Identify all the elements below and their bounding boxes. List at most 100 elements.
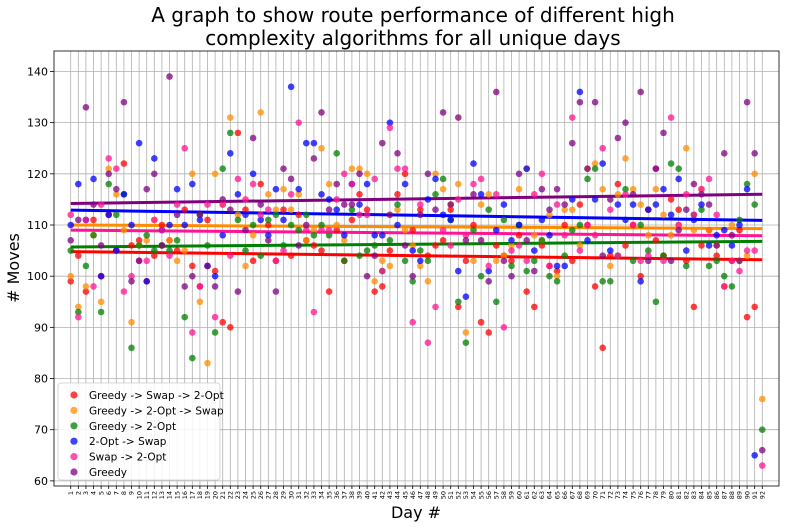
- point-s2-day-92: [758, 426, 766, 434]
- point-s3-day-20: [211, 272, 219, 280]
- point-s4-day-17: [189, 329, 196, 336]
- point-s0-day-55: [477, 318, 485, 326]
- x-tick-label-12: 13: [158, 491, 166, 499]
- point-s5-day-71: [599, 252, 606, 260]
- point-s3-day-29: [280, 216, 287, 224]
- point-s1-day-11: [143, 237, 151, 244]
- point-s3-day-78: [652, 201, 660, 208]
- x-tick-label-2: 3: [82, 491, 90, 495]
- point-s4-day-21: [219, 201, 227, 208]
- trend-line-s2: [70, 239, 763, 249]
- point-s2-day-12: [151, 247, 158, 254]
- x-tick-label-37: 38: [348, 491, 356, 499]
- point-s3-day-41: [371, 231, 379, 239]
- point-s2-day-29: [280, 242, 287, 249]
- legend-marker-3: [70, 437, 78, 445]
- point-s4-day-47: [416, 201, 424, 208]
- point-s5-day-73: [614, 134, 622, 142]
- point-s5-day-51: [447, 201, 454, 208]
- point-s5-day-91: [751, 150, 758, 157]
- point-s3-day-89: [736, 221, 743, 229]
- point-s4-day-57: [492, 190, 500, 198]
- point-s4-day-83: [690, 211, 698, 219]
- point-s3-day-5: [97, 272, 105, 280]
- point-s1-day-65: [553, 272, 561, 280]
- point-s4-day-4: [90, 283, 97, 290]
- point-s3-day-32: [303, 139, 310, 147]
- point-s3-day-58: [500, 201, 508, 208]
- point-s4-day-41: [371, 175, 379, 183]
- trend-line-s5: [70, 192, 763, 206]
- point-s1-day-68: [576, 242, 584, 249]
- point-s4-day-68: [576, 247, 584, 254]
- point-s2-day-77: [644, 247, 652, 254]
- x-tick-label-8: 9: [128, 491, 136, 495]
- x-tick-label-20: 21: [219, 491, 227, 499]
- x-tick-label-87: 88: [728, 491, 736, 499]
- point-s4-day-55: [477, 175, 485, 183]
- point-s4-day-87: [720, 283, 728, 290]
- x-tick-label-62: 63: [538, 491, 546, 499]
- x-tick-label-44: 45: [401, 491, 409, 499]
- point-s1-day-71: [599, 185, 606, 193]
- point-s2-day-82: [682, 262, 690, 270]
- point-s2-day-27: [265, 216, 272, 224]
- x-axis-ticks: 1 2 3 4 5 6 7 8 9 10 11 12 13 14 15 16 17 18 19 20 21 22 23 24 2…: [67, 486, 766, 499]
- point-s5-day-67: [568, 139, 576, 147]
- point-s4-day-61: [523, 257, 530, 265]
- x-tick-label-53: 54: [470, 491, 478, 499]
- point-s0-day-33: [310, 242, 318, 249]
- point-s2-day-35: [325, 231, 333, 239]
- point-s3-day-62: [530, 247, 538, 254]
- point-s1-day-38: [348, 165, 356, 173]
- point-s3-day-81: [675, 175, 682, 183]
- point-s0-day-15: [173, 247, 181, 254]
- point-s2-day-86: [713, 257, 720, 265]
- point-s2-day-55: [477, 272, 485, 280]
- point-s3-day-51: [447, 216, 454, 224]
- y-tick-label-6: 120: [27, 168, 48, 181]
- point-s2-day-36: [333, 150, 341, 157]
- point-s4-day-90: [743, 247, 751, 254]
- point-s4-day-29: [280, 247, 287, 254]
- point-s3-day-79: [660, 185, 667, 193]
- point-s5-day-45: [401, 242, 409, 249]
- x-tick-label-18: 19: [204, 491, 212, 499]
- point-s2-day-49: [432, 190, 439, 198]
- point-s2-day-85: [705, 262, 713, 270]
- point-s4-day-67: [568, 114, 576, 121]
- point-s2-day-81: [675, 165, 682, 173]
- point-s4-day-79: [660, 257, 667, 265]
- point-s3-day-30: [287, 83, 295, 91]
- point-s2-day-48: [424, 257, 432, 265]
- x-tick-label-46: 47: [416, 491, 424, 499]
- point-s1-day-50: [439, 185, 447, 193]
- point-s2-day-79: [660, 252, 667, 260]
- point-s2-day-24: [242, 247, 249, 254]
- point-s3-day-71: [599, 160, 606, 167]
- point-s5-day-18: [196, 211, 204, 219]
- chart-title-line-1: A graph to show route performance of dif…: [151, 3, 675, 27]
- point-s3-day-87: [720, 226, 728, 234]
- x-tick-label-81: 82: [682, 491, 690, 499]
- point-s2-day-32: [303, 211, 310, 219]
- point-s2-day-7: [113, 211, 120, 219]
- point-s5-day-42: [379, 139, 386, 147]
- x-tick-label-72: 73: [614, 491, 622, 499]
- point-s4-day-56: [485, 262, 492, 270]
- x-axis-label: Day #: [391, 503, 441, 522]
- point-s0-day-65: [553, 267, 561, 275]
- point-s5-day-32: [303, 221, 310, 229]
- point-s0-day-56: [485, 329, 492, 336]
- x-tick-label-86: 87: [720, 491, 728, 499]
- point-s4-day-49: [432, 303, 439, 311]
- point-s2-day-58: [500, 216, 508, 224]
- point-s2-day-53: [462, 339, 470, 347]
- point-s5-day-50: [439, 109, 447, 116]
- point-s1-day-85: [705, 226, 713, 234]
- point-s1-day-40: [363, 170, 371, 178]
- point-s1-day-64: [546, 211, 553, 219]
- point-s2-day-75: [629, 257, 637, 265]
- y-axis-ticks: 60 70 80 90 100 110 120 130 140: [27, 65, 54, 488]
